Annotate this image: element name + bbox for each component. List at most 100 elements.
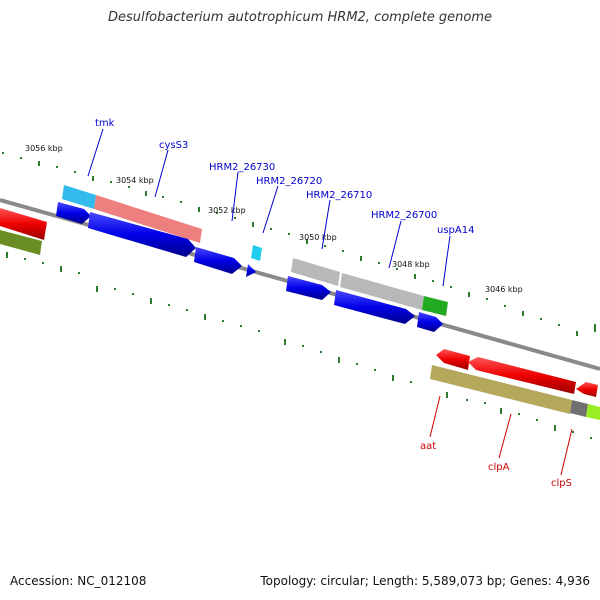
tick-dot <box>302 345 304 347</box>
tick-major <box>522 311 524 316</box>
tick-dot <box>288 233 290 235</box>
tick-dot <box>504 305 506 307</box>
gene-label-cysS3: cysS3 <box>159 140 188 151</box>
tick-major <box>360 256 362 261</box>
tick-dot <box>132 293 134 295</box>
right-edge-green-feature <box>586 404 600 420</box>
tick-dot <box>374 369 376 371</box>
tick-dot <box>78 272 80 274</box>
aat-cds-arrow <box>436 349 470 370</box>
HRM2_26720-feature <box>251 245 262 261</box>
aat-clpA-feature <box>430 365 572 414</box>
gene-label-clpA: clpA <box>488 462 510 473</box>
tick-dot <box>432 280 434 282</box>
cds-arrow <box>286 276 331 300</box>
tick-dot <box>486 298 488 300</box>
forward-gene-labels: tmk cysS3 HRM2_26730 HRM2_26720 HRM2_267… <box>87 118 474 287</box>
gene-label-clpS: clpS <box>551 478 572 489</box>
kbp-label: 3054 kbp <box>116 176 154 185</box>
outer-tick-ring <box>2 152 596 336</box>
tick-major <box>150 298 152 304</box>
tick-dot <box>216 212 218 214</box>
reverse-gene-labels: aat clpA clpS <box>420 395 573 489</box>
gene-label-HRM2_26730: HRM2_26730 <box>209 162 275 173</box>
cds-track <box>56 202 443 332</box>
tick-dot <box>20 157 22 159</box>
left-edge-red-feature <box>0 208 47 240</box>
gene-label-tmk: tmk <box>95 118 115 129</box>
gene-label-uspA14: uspA14 <box>437 225 474 236</box>
tick-dot <box>270 228 272 230</box>
tick-dot <box>56 166 58 168</box>
tick-major <box>38 161 40 166</box>
tick-major <box>576 331 578 336</box>
tick-dot <box>180 201 182 203</box>
gene-label-HRM2_26710: HRM2_26710 <box>306 190 372 201</box>
accession-text: Accession: NC_012108 <box>10 574 147 588</box>
forward-feature-track <box>0 185 448 316</box>
tick-dot <box>572 431 574 433</box>
cds-arrow <box>56 202 91 224</box>
tick-major <box>468 292 470 297</box>
tick-major <box>252 222 254 227</box>
cds-arrow <box>246 264 256 277</box>
HRM2_26700-feature <box>340 273 424 310</box>
genome-stats-text: Topology: circular; Length: 5,589,073 bp… <box>260 574 590 588</box>
tick-major <box>594 324 596 332</box>
gene-label-HRM2_26700: HRM2_26700 <box>371 210 437 221</box>
tick-major <box>392 375 394 381</box>
tick-dot <box>162 196 164 198</box>
tick-dot <box>222 320 224 322</box>
tick-major <box>96 286 98 292</box>
tick-major <box>554 425 556 431</box>
kbp-label: 3056 kbp <box>25 144 63 153</box>
tick-major <box>92 176 94 181</box>
clpS-feature <box>570 400 588 417</box>
tick-dot <box>168 304 170 306</box>
cds-arrow <box>194 247 242 274</box>
tick-dot <box>378 262 380 264</box>
clpS-cds-arrow <box>576 382 598 397</box>
tick-dot <box>24 258 26 260</box>
tick-major <box>306 239 308 244</box>
tmk-feature <box>62 185 96 209</box>
HRM2_26710-feature <box>291 258 340 286</box>
tick-major <box>414 274 416 279</box>
tick-major <box>145 191 147 196</box>
cds-arrow <box>88 212 196 257</box>
cds-arrow <box>417 312 443 332</box>
tick-dot <box>74 171 76 173</box>
tick-dot <box>450 286 452 288</box>
tick-major <box>338 357 340 363</box>
tick-dot <box>42 262 44 264</box>
tick-dot <box>484 402 486 404</box>
tick-dot <box>558 324 560 326</box>
tick-dot <box>324 245 326 247</box>
clpA-cds-arrow <box>468 357 576 394</box>
tick-major <box>446 392 448 398</box>
tick-major <box>500 408 502 414</box>
kbp-label: 3052 kbp <box>208 206 246 215</box>
cds-arrow <box>334 290 415 324</box>
uspA14-feature <box>422 296 448 316</box>
tick-major <box>6 252 8 258</box>
kbp-label: 3046 kbp <box>485 285 523 294</box>
reverse-feature-track <box>0 230 600 420</box>
tick-dot <box>466 399 468 401</box>
tick-dot <box>396 268 398 270</box>
tick-dot <box>540 318 542 320</box>
map-title: Desulfobacterium autotrophicum HRM2, com… <box>107 10 493 25</box>
tick-dot <box>114 288 116 290</box>
tick-major <box>284 339 286 345</box>
tick-dot <box>2 152 4 154</box>
tick-dot <box>320 351 322 353</box>
gene-label-aat: aat <box>420 441 436 452</box>
kbp-ruler: 3056 kbp 3054 kbp 3052 kbp 3050 kbp 3048… <box>25 144 523 294</box>
kbp-label: 3050 kbp <box>299 233 337 242</box>
gene-label-HRM2_26720: HRM2_26720 <box>256 176 322 187</box>
kbp-label: 3048 kbp <box>392 260 430 269</box>
tick-dot <box>258 330 260 332</box>
tick-dot <box>186 309 188 311</box>
tick-dot <box>590 437 592 439</box>
